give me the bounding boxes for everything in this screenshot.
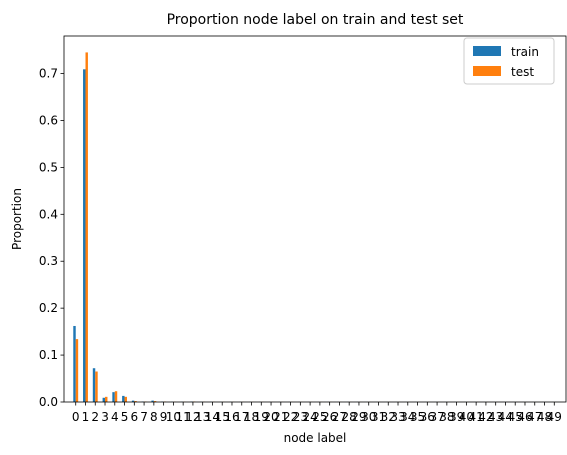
bar-train-1	[83, 69, 86, 402]
plot-area: 0.00.10.20.30.40.50.60.70 1 2 3 4 5 6 7 8 9101112…	[39, 35, 567, 424]
x-tick-label: 27	[332, 410, 347, 424]
chart-title: Proportion node label on train and test …	[167, 12, 464, 28]
plot-frame	[63, 35, 567, 403]
y-tick-label: 0.2	[39, 301, 58, 315]
legend-swatch-train	[473, 46, 501, 56]
x-tick-label: 30	[361, 410, 376, 424]
x-tick-label: 29	[351, 410, 366, 424]
legend-swatch-test	[473, 66, 501, 76]
bar-test-5	[124, 396, 127, 402]
y-tick-label: 0.0	[39, 395, 58, 409]
bar-train-8	[151, 400, 154, 402]
legend: train test	[463, 37, 555, 85]
x-tick-label: 9	[160, 410, 168, 424]
x-tick-label: 20	[263, 410, 278, 424]
x-tick-label: 35	[410, 410, 425, 424]
x-tick-label: 45	[508, 410, 523, 424]
bar-test-2	[95, 371, 98, 402]
x-tick-label: 1	[82, 410, 90, 424]
bar-test-1	[85, 52, 88, 403]
x-tick-label: 40	[459, 410, 474, 424]
x-tick-label: 0	[72, 410, 80, 424]
y-tick-label: 0.5	[39, 160, 58, 174]
x-tick-label: 36	[420, 410, 435, 424]
x-tick-label: 24	[302, 410, 317, 424]
bar-test-8	[153, 401, 157, 402]
bar-train-4	[112, 392, 115, 402]
y-tick-label: 0.1	[39, 348, 58, 362]
y-tick-label: 0.6	[39, 113, 58, 127]
bar-test-0	[75, 339, 79, 402]
x-tick-label: 34	[400, 410, 415, 424]
bar-train-0	[73, 325, 76, 402]
x-tick-label: 44	[498, 410, 513, 424]
bar-train-5	[122, 395, 125, 402]
series-test	[75, 52, 557, 403]
y-tick-label: 0.3	[39, 254, 58, 268]
x-tick-label: 5	[121, 410, 129, 424]
x-tick-label: 32	[381, 410, 396, 424]
x-tick-label: 7	[140, 410, 148, 424]
bar-test-4	[114, 391, 118, 402]
x-tick-label: 39	[449, 410, 464, 424]
x-tick-label: 26	[322, 410, 337, 424]
x-tick-label: 33	[390, 410, 405, 424]
bar-test-3	[105, 396, 108, 402]
legend-label-test: test	[511, 65, 534, 79]
x-tick-label: 10	[166, 410, 181, 424]
x-tick-label: 2	[91, 410, 99, 424]
x-tick-label: 12	[185, 410, 200, 424]
x-tick-label: 48	[537, 410, 552, 424]
legend-label-train: train	[511, 45, 539, 59]
x-tick-label: 25	[312, 410, 327, 424]
x-tick-label: 19	[254, 410, 269, 424]
x-tick-label: 49	[547, 410, 562, 424]
x-tick-label: 11	[176, 410, 191, 424]
y-tick-label: 0.4	[39, 207, 58, 221]
x-tick-label: 43	[488, 410, 503, 424]
x-tick-label: 47	[527, 410, 542, 424]
y-axis-label: Proportion	[10, 188, 24, 250]
x-tick-label: 3	[101, 410, 109, 424]
x-tick-label: 6	[130, 410, 138, 424]
x-tick-label: 18	[244, 410, 259, 424]
bar-train-3	[102, 397, 106, 402]
x-tick-label: 16	[224, 410, 239, 424]
x-axis-label: node label	[284, 431, 347, 445]
series-train	[73, 69, 555, 402]
bar-train-2	[92, 368, 96, 402]
x-tick-label: 46	[517, 410, 532, 424]
y-tick-label: 0.7	[39, 67, 58, 81]
x-tick-label: 22	[283, 410, 298, 424]
x-tick-label: 31	[371, 410, 386, 424]
x-tick-label: 38	[439, 410, 454, 424]
x-tick-label: 15	[215, 410, 230, 424]
x-tick-label: 4	[111, 410, 119, 424]
x-tick-label: 14	[205, 410, 220, 424]
bar-test-6	[134, 401, 137, 402]
x-tick-label: 23	[293, 410, 308, 424]
x-tick-label: 21	[273, 410, 288, 424]
legend-box	[463, 37, 555, 85]
x-tick-label: 17	[234, 410, 249, 424]
x-tick-label: 8	[150, 410, 158, 424]
x-tick-label: 13	[195, 410, 210, 424]
x-tick-label: 42	[478, 410, 493, 424]
x-tick-label: 41	[469, 410, 484, 424]
bar-train-6	[131, 400, 135, 402]
x-tick-label: 28	[342, 410, 357, 424]
x-tick-label: 37	[429, 410, 444, 424]
